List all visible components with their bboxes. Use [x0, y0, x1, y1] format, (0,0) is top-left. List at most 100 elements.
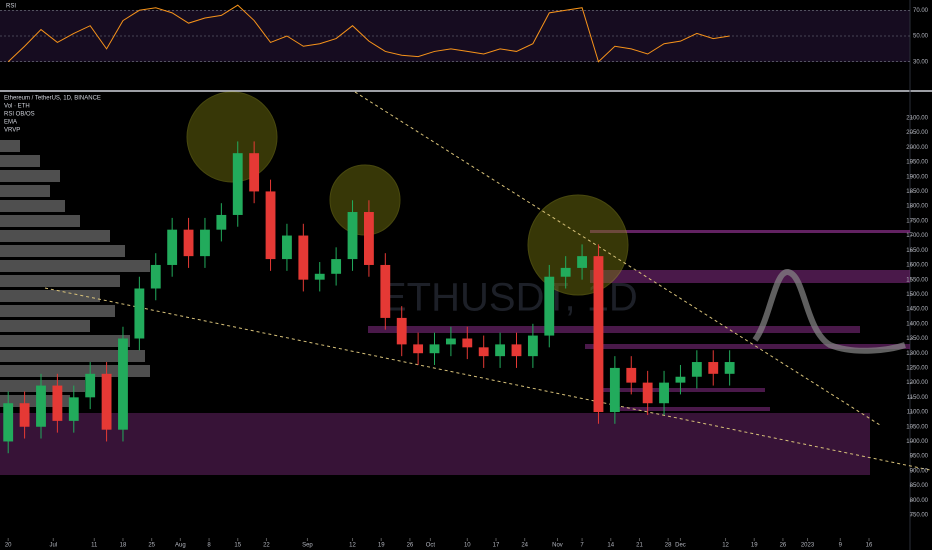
candle-body [544, 276, 555, 336]
y-tick-label: 1300.00 [906, 351, 928, 357]
candle-body [462, 338, 473, 348]
candle-body [609, 367, 620, 413]
candle-body [347, 212, 358, 260]
candle-body [527, 335, 538, 357]
candle-body [249, 153, 260, 192]
candle-body [642, 382, 653, 404]
y-tick-label: 1900.00 [906, 174, 928, 180]
rsi-band [0, 10, 910, 62]
candle-body [118, 338, 128, 430]
x-tick-label: 2023 [801, 543, 815, 549]
candle-body [445, 338, 456, 345]
x-tick-label: 21 [636, 543, 643, 549]
candle-body [511, 344, 522, 357]
y-tick-label: 1000.00 [906, 439, 928, 445]
y-tick-label: 1500.00 [906, 292, 928, 298]
candle-body [216, 214, 227, 230]
candle-body [495, 344, 506, 357]
candle-body [577, 256, 587, 268]
x-tick-label: 14 [607, 543, 614, 549]
x-tick-label: 24 [521, 543, 528, 549]
x-tick-label: 7 [580, 543, 584, 549]
x-tick-label: Nov [552, 543, 563, 549]
y-tick-label: 2100.00 [906, 115, 928, 121]
candle-body [691, 362, 702, 377]
rsi-title: RSI [6, 4, 16, 10]
x-tick-label: 16 [866, 543, 873, 549]
y-tick-label: 1150.00 [907, 395, 929, 401]
x-tick-label: 18 [120, 543, 127, 549]
candle-body [429, 344, 440, 354]
x-tick-label: 22 [263, 543, 270, 549]
x-tick-label: 8 [207, 543, 211, 549]
x-tick-label: 20 [5, 543, 12, 549]
candle-body [101, 373, 112, 430]
x-tick-label: 28 [665, 543, 672, 549]
candle-body [708, 362, 719, 374]
candle-body [183, 229, 194, 257]
y-tick-label: 1550.00 [906, 277, 928, 283]
candle-body [593, 256, 604, 413]
indicator-label: VRVP [4, 128, 20, 134]
candle-body [200, 229, 210, 257]
x-tick-label: Aug [175, 543, 186, 549]
y-tick-label: 750.00 [910, 513, 929, 519]
candle-body [396, 317, 407, 345]
y-tick-label: 1100.00 [907, 410, 929, 416]
candle-body [659, 382, 669, 404]
indicator-label: EMA [4, 120, 17, 126]
candle-body [68, 397, 79, 421]
y-tick-label: 1950.00 [906, 160, 928, 166]
candle-body [675, 376, 686, 383]
candle-body [134, 288, 145, 339]
x-tick-label: 17 [493, 543, 500, 549]
candle-body [298, 235, 309, 280]
x-tick-label: 9 [839, 543, 843, 549]
y-tick-label: 1850.00 [906, 189, 928, 195]
x-tick-label: 12 [349, 543, 356, 549]
y-tick-label: 850.00 [910, 483, 929, 489]
candle-body [314, 273, 325, 280]
candle-body [626, 367, 637, 383]
x-tick-label: 12 [722, 543, 729, 549]
y-tick-label: 1700.00 [906, 233, 928, 239]
y-tick-label: 1400.00 [906, 321, 928, 327]
y-tick-label: 1350.00 [906, 336, 928, 342]
x-tick-label: 11 [91, 543, 98, 549]
candle-body [150, 264, 161, 289]
candle-body [265, 191, 276, 260]
candle-body [560, 267, 571, 277]
y-tick-label: 2050.00 [906, 130, 928, 136]
y-tick-label: 1800.00 [906, 204, 928, 210]
y-tick-label: 1650.00 [906, 248, 928, 254]
candle-body [331, 259, 342, 274]
x-tick-label: 19 [378, 543, 385, 549]
y-tick-label: 1450.00 [906, 307, 928, 313]
y-tick-label: 950.00 [910, 454, 929, 460]
x-tick-label: 26 [407, 543, 414, 549]
candle-body [232, 153, 243, 215]
y-tick-label: 900.00 [910, 468, 929, 474]
y-tick-label: 1750.00 [906, 218, 928, 224]
indicator-label: RSI OB/OS [4, 112, 35, 118]
y-tick-label: 1050.00 [906, 424, 928, 430]
x-tick-label: 15 [234, 543, 241, 549]
x-tick-label: Sep [302, 543, 313, 549]
candle-body [3, 403, 14, 442]
candle-body [167, 229, 178, 265]
y-tick-label: 2000.00 [906, 145, 928, 151]
candle-body [19, 403, 30, 427]
y-tick-label: 800.00 [910, 498, 929, 504]
y-tick-label: 1600.00 [906, 263, 928, 269]
indicator-label: Vol · ETH [4, 104, 30, 110]
y-tick-label: 30.00 [913, 59, 929, 65]
candle-body [413, 344, 424, 354]
y-tick-label: 1250.00 [906, 365, 928, 371]
x-tick-label: 19 [751, 543, 758, 549]
x-tick-label: 10 [464, 543, 471, 549]
x-tick-label: Jul [49, 543, 57, 549]
y-tick-label: 1200.00 [906, 380, 928, 386]
candle-body [478, 347, 489, 357]
x-tick-label: 26 [780, 543, 787, 549]
